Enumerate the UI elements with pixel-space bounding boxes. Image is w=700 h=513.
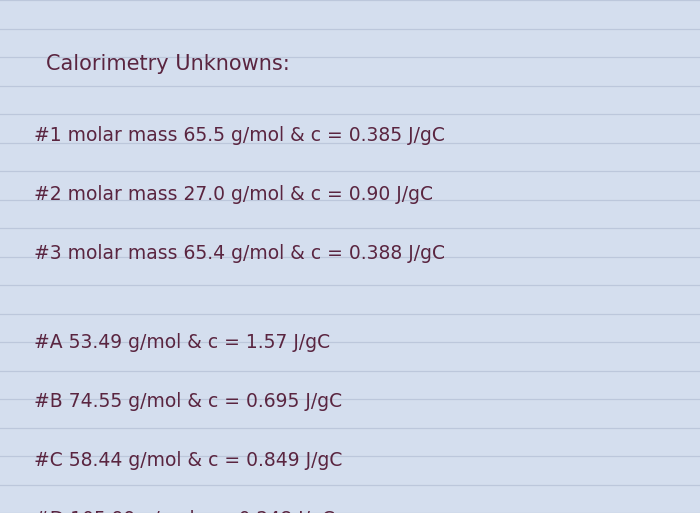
Text: #A 53.49 g/mol & c = 1.57 J/gC: #A 53.49 g/mol & c = 1.57 J/gC bbox=[34, 333, 330, 352]
Text: #B 74.55 g/mol & c = 0.695 J/gC: #B 74.55 g/mol & c = 0.695 J/gC bbox=[34, 392, 342, 411]
Text: #2 molar mass 27.0 g/mol & c = 0.90 J/gC: #2 molar mass 27.0 g/mol & c = 0.90 J/gC bbox=[34, 185, 433, 204]
Text: #D 105.99 g/mol c = 0.248 J/gC: #D 105.99 g/mol c = 0.248 J/gC bbox=[34, 510, 335, 513]
Text: #3 molar mass 65.4 g/mol & c = 0.388 J/gC: #3 molar mass 65.4 g/mol & c = 0.388 J/g… bbox=[34, 244, 444, 263]
Text: #1 molar mass 65.5 g/mol & c = 0.385 J/gC: #1 molar mass 65.5 g/mol & c = 0.385 J/g… bbox=[34, 126, 444, 145]
Text: #C 58.44 g/mol & c = 0.849 J/gC: #C 58.44 g/mol & c = 0.849 J/gC bbox=[34, 451, 342, 470]
Text: Calorimetry Unknowns:: Calorimetry Unknowns: bbox=[46, 54, 289, 74]
